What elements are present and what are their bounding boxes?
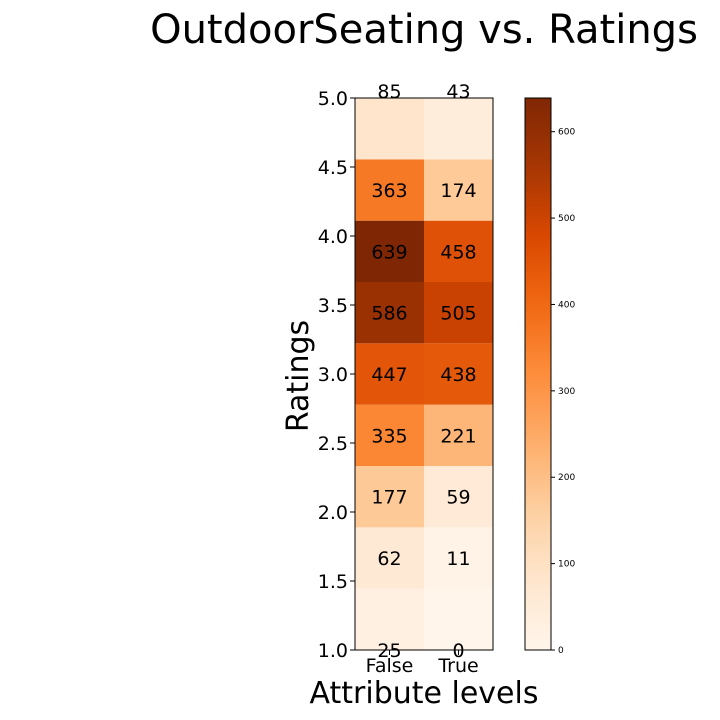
x-tick-label: True [437, 655, 478, 677]
y-tick-label: 4.0 [318, 226, 348, 248]
x-axis-label: Attribute levels [310, 676, 539, 711]
heatmap-cell [355, 98, 424, 160]
colorbar-tick-label: 100 [558, 560, 575, 570]
y-tick-label: 5.0 [318, 88, 348, 110]
heatmap-cell [355, 588, 424, 650]
cell-value-label: 174 [440, 180, 476, 202]
heatmap-cell [355, 343, 424, 405]
cell-value-label: 11 [446, 548, 470, 570]
heatmap-cell [424, 220, 493, 282]
y-tick-label: 3.0 [318, 364, 348, 386]
cell-value-label: 438 [440, 364, 476, 386]
cell-value-label: 586 [371, 303, 407, 325]
y-tick-label: 1.5 [318, 571, 348, 593]
heatmap-cell [424, 98, 493, 160]
cell-value-label: 458 [440, 241, 476, 263]
heatmap-cell [355, 159, 424, 221]
colorbar-ticks: 0 100 200 300 400 500 600 [551, 128, 575, 656]
heatmap-cell [424, 588, 493, 650]
y-tick-label: 3.5 [318, 295, 348, 317]
y-axis-label: Ratings [281, 320, 316, 432]
heatmap-cell [424, 282, 493, 344]
heatmap-cell [424, 404, 493, 466]
y-axis-ticks: 1.0 1.5 2.0 2.5 3.0 3.5 4.0 4.5 5.0 [318, 88, 355, 662]
cell-value-label: 177 [371, 487, 407, 509]
y-tick-label: 4.5 [318, 157, 348, 179]
heatmap-cell [355, 466, 424, 528]
colorbar-tick-label: 0 [558, 646, 564, 656]
colorbar-tick-label: 600 [558, 128, 575, 138]
heatmap-cell [355, 404, 424, 466]
cell-value-label: 363 [371, 180, 407, 202]
colorbar-tick-label: 300 [558, 387, 575, 397]
cell-value-label: 59 [446, 487, 470, 509]
heatmap-cell [424, 466, 493, 528]
heatmap-cell [424, 527, 493, 589]
cell-value-label: 221 [440, 425, 476, 447]
chart-title: OutdoorSeating vs. Ratings [150, 7, 698, 53]
x-tick-label: False [366, 655, 414, 677]
cell-value-label: 639 [371, 241, 407, 263]
y-tick-label: 1.0 [318, 640, 348, 662]
heatmap-cell [355, 282, 424, 344]
cell-value-label: 62 [377, 548, 401, 570]
colorbar-tick-label: 400 [558, 300, 575, 310]
heatmap-cell [355, 527, 424, 589]
cell-value-label: 85 [377, 81, 401, 103]
y-tick-label: 2.0 [318, 502, 348, 524]
heatmap-cell [424, 343, 493, 405]
y-tick-label: 2.5 [318, 433, 348, 455]
colorbar-tick-label: 200 [558, 473, 575, 483]
colorbar-tick-label: 500 [558, 214, 575, 224]
cell-value-label: 335 [371, 425, 407, 447]
cell-value-label: 505 [440, 303, 476, 325]
x-axis-ticks: False True [366, 650, 479, 677]
cell-value-label: 43 [446, 81, 470, 103]
cell-value-label: 447 [371, 364, 407, 386]
heatmap-cell [424, 159, 493, 221]
heatmap-cell [355, 220, 424, 282]
colorbar [524, 97, 552, 651]
